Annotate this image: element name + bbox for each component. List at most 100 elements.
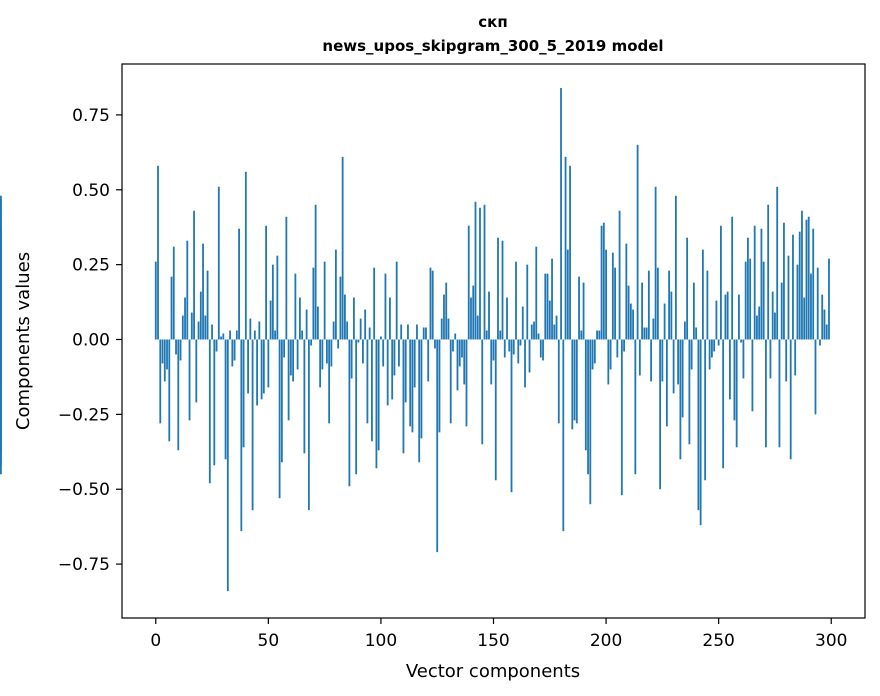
bar-168 — [533, 321, 535, 340]
bar-196 — [596, 330, 598, 340]
bar-289 — [805, 219, 808, 340]
bar-244 — [704, 339, 707, 481]
bar-207 — [620, 339, 623, 496]
bar-251 — [720, 225, 722, 340]
bar-268 — [758, 306, 761, 340]
bar-158 — [510, 339, 513, 493]
bar-24 — [208, 339, 211, 484]
bar-37 — [238, 228, 240, 340]
bar-209 — [625, 243, 628, 340]
bar-23 — [206, 270, 209, 340]
x-tick-label: 300 — [815, 631, 847, 651]
bar-206 — [618, 210, 621, 340]
bar-261 — [742, 339, 745, 379]
bar-266 — [753, 225, 756, 340]
bar-181 — [562, 339, 565, 532]
bar-278 — [780, 282, 783, 340]
bar-33 — [229, 330, 231, 340]
bar-152 — [497, 237, 499, 340]
bar-83 — [341, 156, 344, 340]
bar-194 — [591, 339, 594, 370]
bar-274 — [771, 291, 774, 340]
bar-56 — [280, 339, 283, 463]
bar-229 — [670, 291, 673, 340]
bar-12 — [181, 315, 184, 340]
bar-44 — [253, 330, 256, 340]
y-tick-label: 0.50 — [72, 181, 110, 201]
bar-270 — [762, 261, 765, 340]
bar-210 — [627, 285, 630, 340]
bar-283 — [792, 234, 794, 340]
bar-153 — [499, 330, 502, 340]
bar-52 — [271, 264, 274, 340]
bar-25 — [211, 324, 213, 340]
bar-294 — [816, 267, 819, 340]
bar-7 — [170, 276, 173, 340]
chart-subtitle: news_upos_skipgram_300_5_2019 model — [322, 37, 663, 55]
bar-132 — [452, 339, 454, 352]
bar-124 — [434, 339, 436, 349]
y-tick-label: 0.75 — [72, 106, 110, 126]
bar-88 — [353, 297, 355, 340]
bar-177 — [553, 324, 556, 340]
bar-217 — [643, 327, 646, 340]
bar-22 — [204, 315, 207, 340]
bar-297 — [823, 309, 826, 340]
y-tick-label: 0.25 — [72, 256, 110, 276]
bar-241 — [697, 339, 700, 511]
bar-6 — [168, 339, 171, 442]
bar-182 — [564, 156, 567, 340]
bar-186 — [573, 339, 576, 421]
bar-95 — [368, 327, 371, 340]
bar-276 — [776, 186, 779, 340]
bar-113 — [409, 339, 412, 427]
bar-81 — [337, 339, 340, 349]
bar-208 — [623, 339, 625, 352]
bar-64 — [298, 297, 301, 340]
bar-157 — [508, 339, 511, 352]
bar-90 — [357, 339, 360, 343]
bar-65 — [301, 330, 304, 340]
bar-226 — [663, 303, 666, 340]
bar-183 — [566, 249, 569, 340]
bar-93 — [364, 309, 367, 340]
bar-27 — [215, 339, 218, 352]
bar-13 — [184, 297, 186, 340]
bar-121 — [427, 339, 430, 382]
bar-285 — [796, 264, 799, 340]
bar-222 — [654, 186, 657, 340]
bar-228 — [668, 270, 671, 340]
bar-150 — [492, 339, 495, 361]
bar-230 — [672, 339, 675, 394]
x-tick-label: 50 — [258, 631, 280, 651]
bar-99 — [377, 339, 380, 451]
bar-51 — [269, 300, 272, 340]
x-tick-label: 250 — [702, 631, 734, 651]
bar-156 — [506, 297, 508, 340]
bar-235 — [683, 321, 686, 340]
bar-119 — [422, 327, 425, 340]
bar-191 — [584, 339, 587, 451]
bar-120 — [425, 327, 427, 340]
bar-185 — [571, 339, 574, 430]
x-tick-label: 150 — [477, 631, 509, 651]
bar-237 — [688, 339, 691, 445]
bar-21 — [202, 243, 204, 340]
bar-190 — [582, 282, 585, 340]
bar-203 — [611, 252, 614, 340]
y-tick-label: −0.25 — [58, 405, 110, 425]
bar-200 — [605, 249, 607, 340]
bar-16 — [190, 312, 193, 340]
bar-173 — [544, 273, 547, 340]
bar-98 — [375, 339, 378, 469]
bar-213 — [634, 339, 637, 475]
bar-87 — [350, 339, 353, 379]
bar-250 — [717, 339, 720, 346]
y-tick-label: 0.00 — [72, 331, 110, 351]
bar-199 — [602, 222, 605, 340]
bar-43 — [251, 339, 254, 511]
bar-214 — [636, 144, 639, 340]
bar-184 — [569, 165, 571, 340]
bar-139 — [467, 225, 470, 340]
bar-204 — [614, 267, 616, 340]
